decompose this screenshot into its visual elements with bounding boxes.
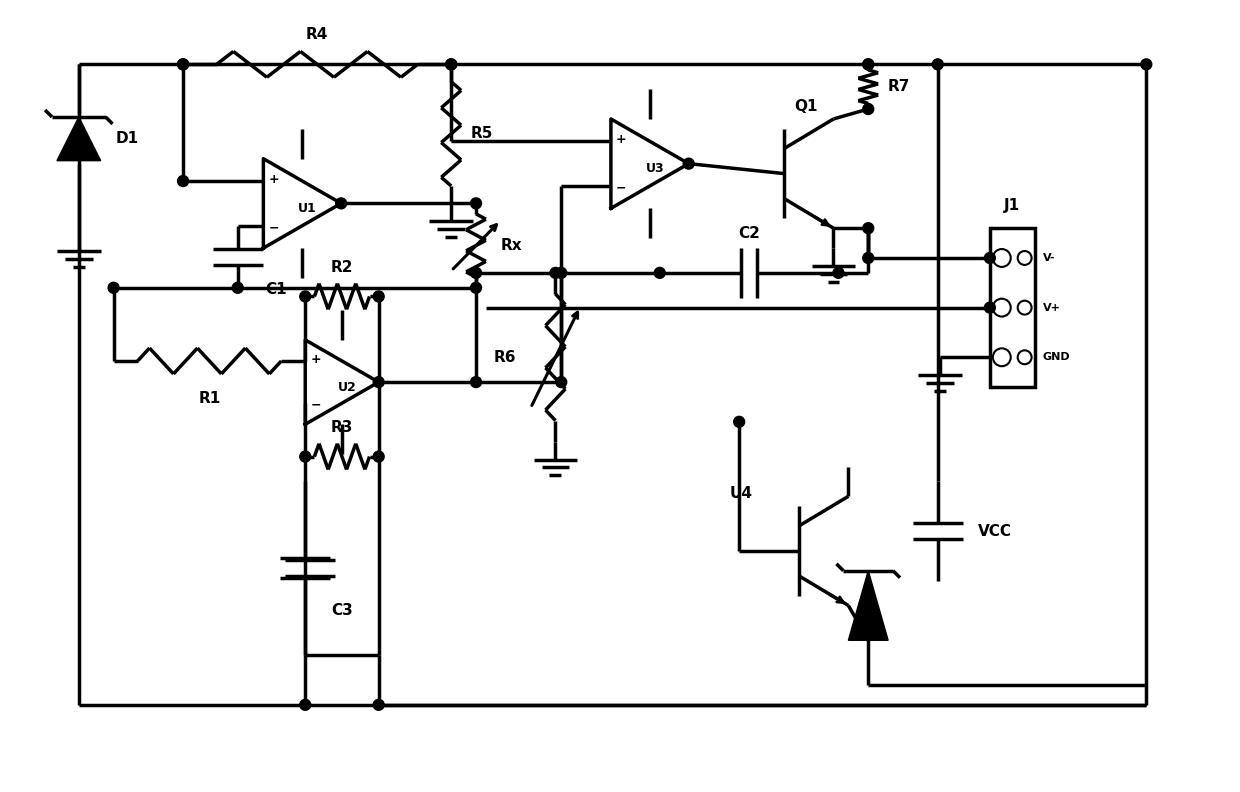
Circle shape	[445, 59, 456, 70]
Circle shape	[470, 282, 481, 293]
Circle shape	[683, 158, 694, 169]
Circle shape	[177, 176, 188, 186]
Circle shape	[373, 699, 384, 710]
Circle shape	[177, 59, 188, 70]
Text: R1: R1	[198, 390, 221, 406]
Circle shape	[734, 417, 744, 427]
Circle shape	[985, 253, 996, 264]
Text: −: −	[616, 181, 626, 195]
Text: J1: J1	[1004, 198, 1021, 213]
Text: U1: U1	[298, 202, 316, 215]
Text: C3: C3	[331, 603, 353, 618]
Polygon shape	[57, 117, 100, 161]
Text: R4: R4	[306, 28, 329, 43]
Circle shape	[655, 268, 665, 278]
Circle shape	[932, 59, 944, 70]
Text: Q1: Q1	[794, 99, 817, 114]
Circle shape	[1141, 59, 1152, 70]
Circle shape	[863, 253, 874, 264]
Text: R7: R7	[888, 79, 910, 94]
Circle shape	[470, 268, 481, 278]
Text: Rx: Rx	[501, 238, 522, 253]
Circle shape	[863, 223, 874, 234]
Circle shape	[445, 59, 456, 70]
Text: VCC: VCC	[977, 524, 1012, 539]
Circle shape	[863, 59, 874, 70]
Circle shape	[373, 451, 384, 462]
Text: −: −	[310, 398, 321, 412]
Text: C2: C2	[738, 226, 760, 241]
Text: D1: D1	[115, 131, 139, 147]
Circle shape	[470, 198, 481, 209]
Text: R2: R2	[331, 260, 353, 275]
Text: U2: U2	[337, 381, 356, 394]
Text: GND: GND	[1043, 352, 1070, 362]
Circle shape	[336, 198, 347, 209]
Text: V-: V-	[1043, 253, 1055, 263]
Circle shape	[833, 268, 844, 278]
Circle shape	[177, 59, 188, 70]
Circle shape	[300, 291, 311, 302]
Circle shape	[556, 268, 567, 278]
Circle shape	[551, 268, 560, 278]
Circle shape	[470, 377, 481, 387]
Text: +: +	[310, 352, 321, 366]
Text: U3: U3	[646, 162, 665, 175]
Circle shape	[300, 699, 311, 710]
Text: +: +	[268, 173, 279, 185]
Bar	[990, 228, 1034, 387]
Circle shape	[373, 377, 384, 387]
Circle shape	[300, 451, 311, 462]
Text: R3: R3	[331, 420, 353, 435]
Circle shape	[108, 282, 119, 293]
Circle shape	[232, 282, 243, 293]
Polygon shape	[848, 571, 888, 640]
Text: +: +	[616, 133, 626, 146]
Circle shape	[863, 59, 874, 70]
Text: R5: R5	[471, 127, 494, 141]
Text: R6: R6	[494, 350, 516, 365]
Text: V+: V+	[1043, 303, 1060, 313]
Circle shape	[863, 104, 874, 115]
Text: C1: C1	[265, 282, 288, 296]
Circle shape	[373, 291, 384, 302]
Circle shape	[985, 303, 996, 313]
Text: U4: U4	[729, 486, 753, 501]
Circle shape	[556, 377, 567, 387]
Text: −: −	[268, 221, 279, 234]
